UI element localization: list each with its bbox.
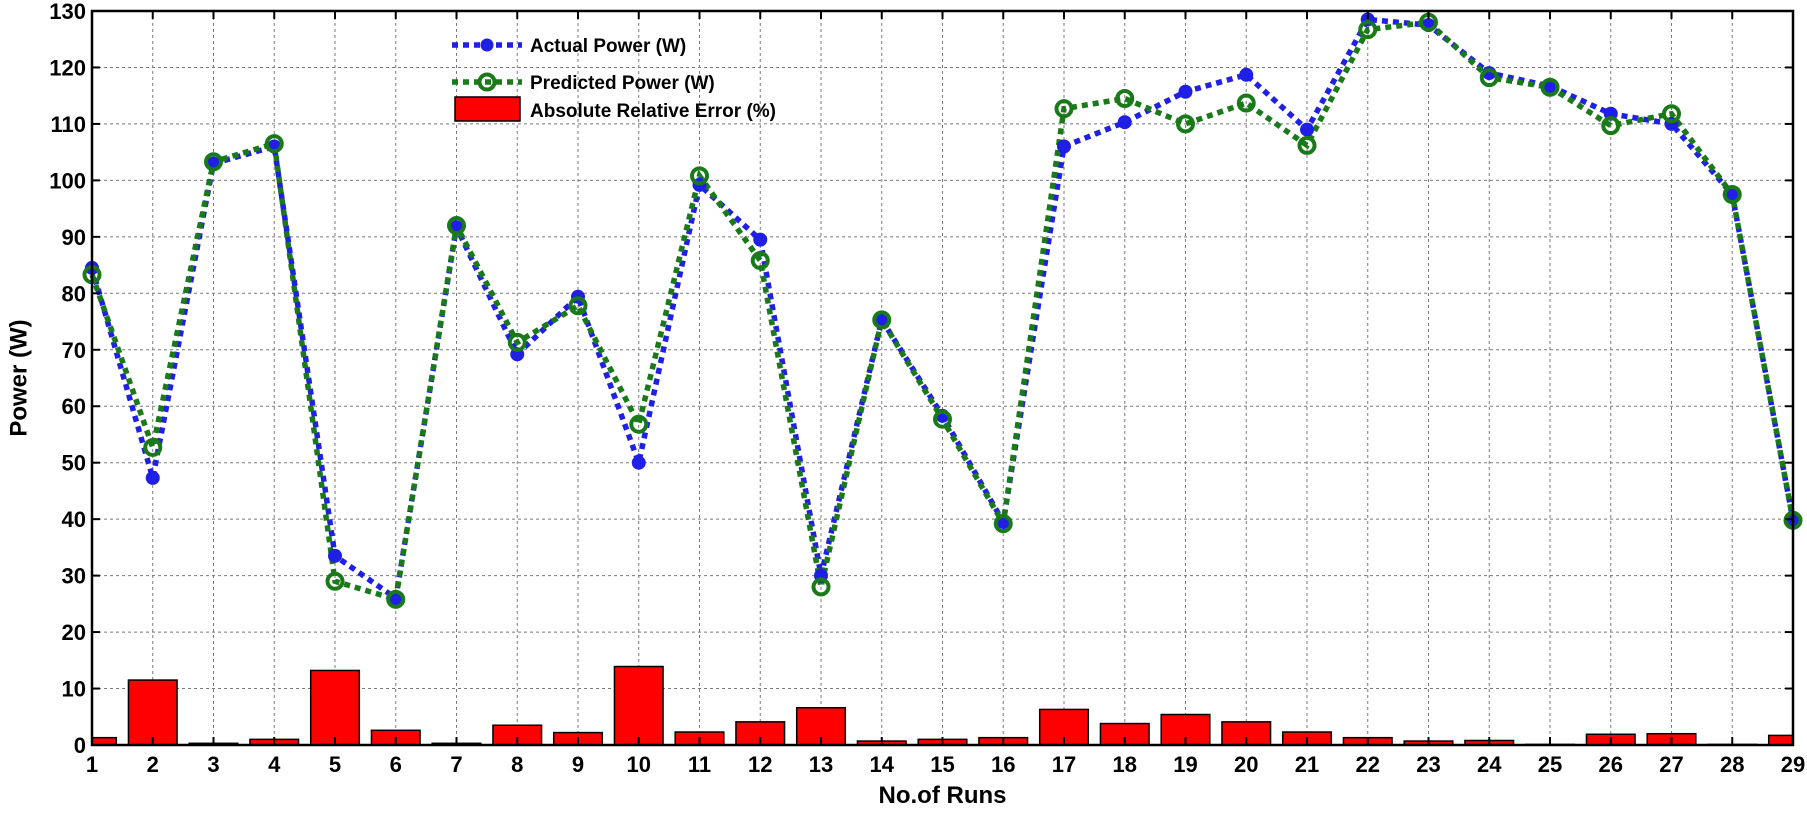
x-tick-label: 12 [748, 752, 772, 777]
legend: Actual Power (W) Predicted Power (W) Abs… [452, 36, 776, 122]
x-tick-label: 29 [1781, 752, 1805, 777]
x-tick-label: 14 [870, 752, 895, 777]
predicted-power-point [1054, 99, 1074, 119]
predicted-power-point [1115, 89, 1135, 109]
x-tick-label: 7 [450, 752, 462, 777]
legend-error-label: Absolute Relative Error (%) [530, 101, 776, 122]
predicted-power-point [264, 134, 284, 154]
predicted-power-point [1176, 114, 1195, 134]
predicted-power-point [447, 216, 466, 236]
x-tick-label: 21 [1295, 752, 1319, 777]
actual-power-point [328, 548, 342, 563]
error-bar [127, 679, 178, 746]
predicted-power-point [1236, 93, 1256, 113]
predicted-power-point [750, 251, 770, 271]
y-tick-label: 110 [51, 112, 87, 137]
x-tick-label: 25 [1538, 752, 1562, 777]
actual-power-point [1178, 84, 1193, 99]
predicted-power-point [1540, 77, 1560, 97]
axis-ticks: 1 2 3 4 5 6 7 8 9 10 11 12 13 14 15 16 17 18 19 20 21 22 23 24 2… [49, 0, 1805, 777]
x-tick-label: 16 [991, 752, 1015, 777]
x-tick-label: 5 [329, 752, 341, 777]
predicted-power-point [1479, 68, 1499, 88]
legend-item-error: Absolute Relative Error (%) [454, 96, 776, 122]
x-tick-label: 13 [809, 752, 833, 777]
predicted-power-point [993, 514, 1013, 534]
x-tick-label: 17 [1052, 752, 1076, 777]
actual-power-point [1057, 139, 1071, 154]
predicted-power-point [204, 152, 223, 172]
x-tick-label: 8 [511, 752, 523, 777]
y-tick-label: 30 [62, 564, 86, 589]
predicted-power-point [386, 589, 406, 609]
legend-actual-label: Actual Power (W) [530, 36, 686, 57]
actual-power-point [631, 455, 646, 470]
y-tick-label: 60 [62, 394, 86, 419]
predicted-power-point [933, 409, 952, 429]
legend-item-actual: Actual Power (W) [452, 36, 686, 57]
predicted-power-point [872, 310, 892, 330]
y-tick-label: 80 [62, 281, 86, 306]
actual-power-point [753, 232, 768, 247]
predicted-power-point [690, 166, 709, 186]
error-bar [309, 669, 361, 746]
predicted-power-point [325, 571, 345, 591]
y-tick-label: 0 [74, 733, 86, 758]
x-tick-label: 2 [147, 752, 159, 777]
predicted-power-point [629, 414, 649, 434]
x-tick-label: 1 [86, 752, 98, 777]
actual-power-point [1239, 67, 1254, 82]
x-tick-label: 6 [390, 752, 402, 777]
y-tick-label: 50 [62, 451, 86, 476]
y-tick-label: 40 [62, 507, 86, 532]
x-tick-label: 10 [627, 752, 651, 777]
y-tick-label: 70 [62, 338, 86, 363]
legend-item-predicted: Predicted Power (W) [452, 72, 715, 94]
x-tick-label: 11 [688, 752, 711, 777]
x-tick-label: 4 [268, 752, 281, 777]
y-tick-label: 10 [62, 677, 86, 702]
predicted-power-point [811, 577, 831, 597]
x-tick-label: 27 [1659, 752, 1683, 777]
x-tick-label: 22 [1356, 752, 1380, 777]
x-tick-label: 19 [1173, 752, 1197, 777]
x-tick-label: 3 [207, 752, 219, 777]
legend-actual-marker [480, 38, 494, 52]
y-tick-label: 100 [49, 168, 86, 193]
error-bar [613, 665, 664, 746]
actual-power-point [1300, 122, 1314, 137]
legend-error-swatch [454, 96, 521, 122]
predicted-power-point [507, 332, 527, 352]
predicted-power-point [568, 296, 588, 316]
grid [91, 10, 1794, 746]
predicted-power-point [1601, 116, 1621, 136]
predicted-power-point [1358, 20, 1378, 40]
predicted-power-point [1297, 135, 1317, 155]
series-lines [82, 12, 1803, 609]
legend-predicted-label: Predicted Power (W) [530, 73, 715, 94]
x-tick-label: 9 [572, 752, 584, 777]
x-tick-label: 28 [1720, 752, 1744, 777]
x-tick-label: 20 [1234, 752, 1258, 777]
predicted-power-point [1722, 185, 1742, 204]
x-tick-label: 24 [1477, 752, 1502, 777]
x-tick-label: 15 [930, 752, 954, 777]
y-tick-label: 120 [49, 55, 86, 80]
predicted-power-point [143, 437, 163, 457]
actual-power-point [1117, 115, 1132, 130]
actual-power-point [145, 470, 160, 485]
y-tick-label: 20 [62, 620, 86, 645]
x-tick-label: 23 [1416, 752, 1440, 777]
x-tick-label: 26 [1599, 752, 1623, 777]
y-axis-label: Power (W) [5, 319, 32, 436]
y-tick-label: 90 [62, 225, 86, 250]
error-bar [1767, 734, 1794, 746]
predicted-power-point [1662, 104, 1681, 124]
x-axis-label: No.of Runs [879, 782, 1007, 808]
legend-predicted-marker [477, 72, 497, 92]
y-tick-label: 130 [49, 0, 86, 24]
x-tick-label: 18 [1113, 752, 1137, 777]
